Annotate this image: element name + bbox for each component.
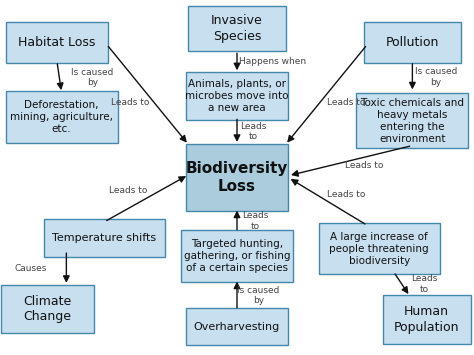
Text: Is caused
by: Is caused by: [415, 67, 457, 87]
FancyBboxPatch shape: [356, 93, 468, 148]
Text: Causes: Causes: [15, 263, 47, 273]
FancyBboxPatch shape: [6, 22, 108, 63]
Text: Pollution: Pollution: [386, 36, 439, 49]
Text: Targeted hunting,
gathering, or fishing
of a certain species: Targeted hunting, gathering, or fishing …: [184, 239, 290, 273]
Text: Human
Population: Human Population: [394, 305, 459, 334]
FancyBboxPatch shape: [186, 72, 288, 120]
Text: Toxic chemicals and
heavy metals
entering the
environment: Toxic chemicals and heavy metals enterin…: [360, 98, 465, 144]
Text: Leads
to: Leads to: [242, 211, 268, 230]
Text: Overharvesting: Overharvesting: [194, 322, 280, 332]
Text: Leads to: Leads to: [327, 98, 365, 108]
Text: Is caused
by: Is caused by: [237, 286, 280, 305]
FancyBboxPatch shape: [6, 91, 118, 143]
Text: Leads
to: Leads to: [240, 122, 267, 141]
Text: Leads to: Leads to: [111, 98, 149, 108]
Text: Happens when: Happens when: [239, 57, 306, 66]
Text: Leads to: Leads to: [109, 186, 147, 196]
Text: Invasive
Species: Invasive Species: [211, 14, 263, 43]
FancyBboxPatch shape: [186, 308, 288, 345]
Text: Climate
Change: Climate Change: [23, 295, 72, 323]
Text: A large increase of
people threatening
biodiversity: A large increase of people threatening b…: [329, 231, 429, 266]
Text: Deforestation,
mining, agriculture,
etc.: Deforestation, mining, agriculture, etc.: [10, 100, 113, 134]
FancyBboxPatch shape: [319, 223, 440, 274]
FancyBboxPatch shape: [186, 144, 288, 211]
FancyBboxPatch shape: [383, 295, 471, 344]
Text: Biodiversity
Loss: Biodiversity Loss: [186, 161, 288, 194]
Text: Temperature shifts: Temperature shifts: [52, 233, 156, 243]
Text: Is caused
by: Is caused by: [71, 68, 114, 87]
FancyBboxPatch shape: [181, 230, 293, 282]
FancyBboxPatch shape: [1, 285, 94, 333]
FancyBboxPatch shape: [44, 219, 165, 257]
Text: Leads to: Leads to: [327, 190, 365, 199]
Text: Animals, plants, or
microbes move into
a new area: Animals, plants, or microbes move into a…: [185, 79, 289, 113]
Text: Habitat Loss: Habitat Loss: [18, 36, 96, 49]
FancyBboxPatch shape: [188, 6, 286, 51]
Text: Leads
to: Leads to: [411, 274, 438, 294]
Text: Leads to: Leads to: [345, 160, 383, 170]
FancyBboxPatch shape: [364, 22, 461, 63]
